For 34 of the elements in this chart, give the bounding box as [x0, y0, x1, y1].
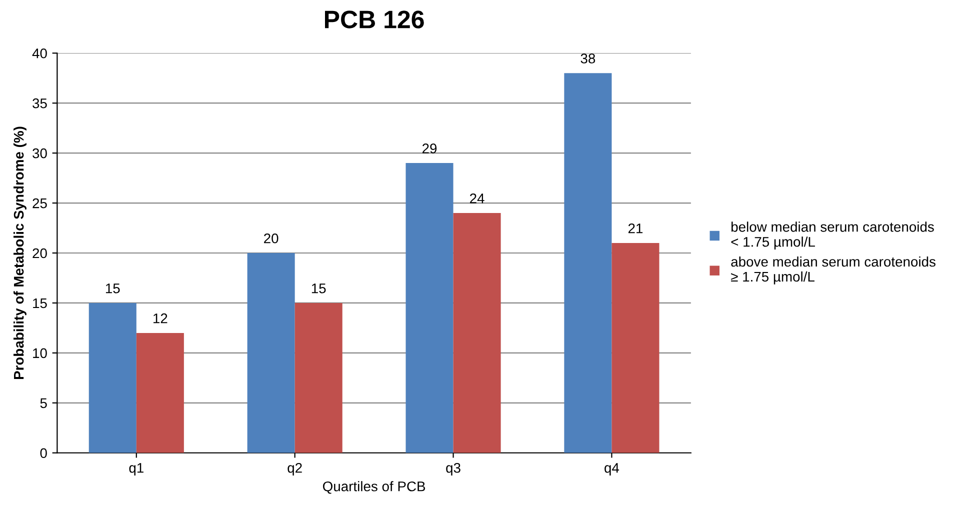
data-label: 15	[312, 284, 326, 294]
bar	[88, 302, 136, 453]
legend-label: below median serum carotenoids < 1.75 µmol/L	[731, 222, 934, 250]
data-label: 15	[106, 284, 120, 294]
x-tick-label: q2	[288, 462, 302, 476]
data-label: 12	[154, 313, 168, 324]
x-tick-label: q3	[446, 462, 460, 476]
y-tick-label: 15	[33, 298, 47, 308]
data-label: 20	[264, 233, 278, 244]
data-label: 24	[470, 194, 484, 204]
bar	[564, 73, 612, 453]
legend-label: above median serum carotenoids ≥ 1.75 µmol/L	[731, 256, 936, 284]
y-tick-label: 20	[32, 248, 47, 258]
y-tick-label: 30	[32, 148, 47, 158]
data-label: 29	[422, 144, 437, 154]
bar	[453, 213, 501, 453]
y-tick-label: 40	[32, 48, 47, 58]
y-tick-label: 25	[32, 198, 47, 208]
y-axis-title: Probability of Metabolic Syndrome (%)	[14, 126, 26, 380]
bar	[136, 332, 184, 453]
y-tick-label: 0	[40, 448, 47, 458]
bar	[294, 302, 342, 453]
x-tick-label: q4	[604, 463, 620, 476]
y-tick-label: 10	[33, 348, 47, 358]
y-tick-label: 5	[40, 398, 47, 408]
bar	[406, 163, 454, 453]
chart-title: PCB 126	[325, 10, 424, 28]
bar	[247, 253, 295, 453]
x-axis-title: Quartiles of PCB	[322, 481, 426, 494]
y-tick-label: 35	[32, 98, 47, 108]
data-label: 21	[628, 223, 643, 234]
data-label: 38	[580, 54, 596, 64]
x-tick-label: q1	[129, 463, 144, 476]
bar	[612, 243, 660, 453]
